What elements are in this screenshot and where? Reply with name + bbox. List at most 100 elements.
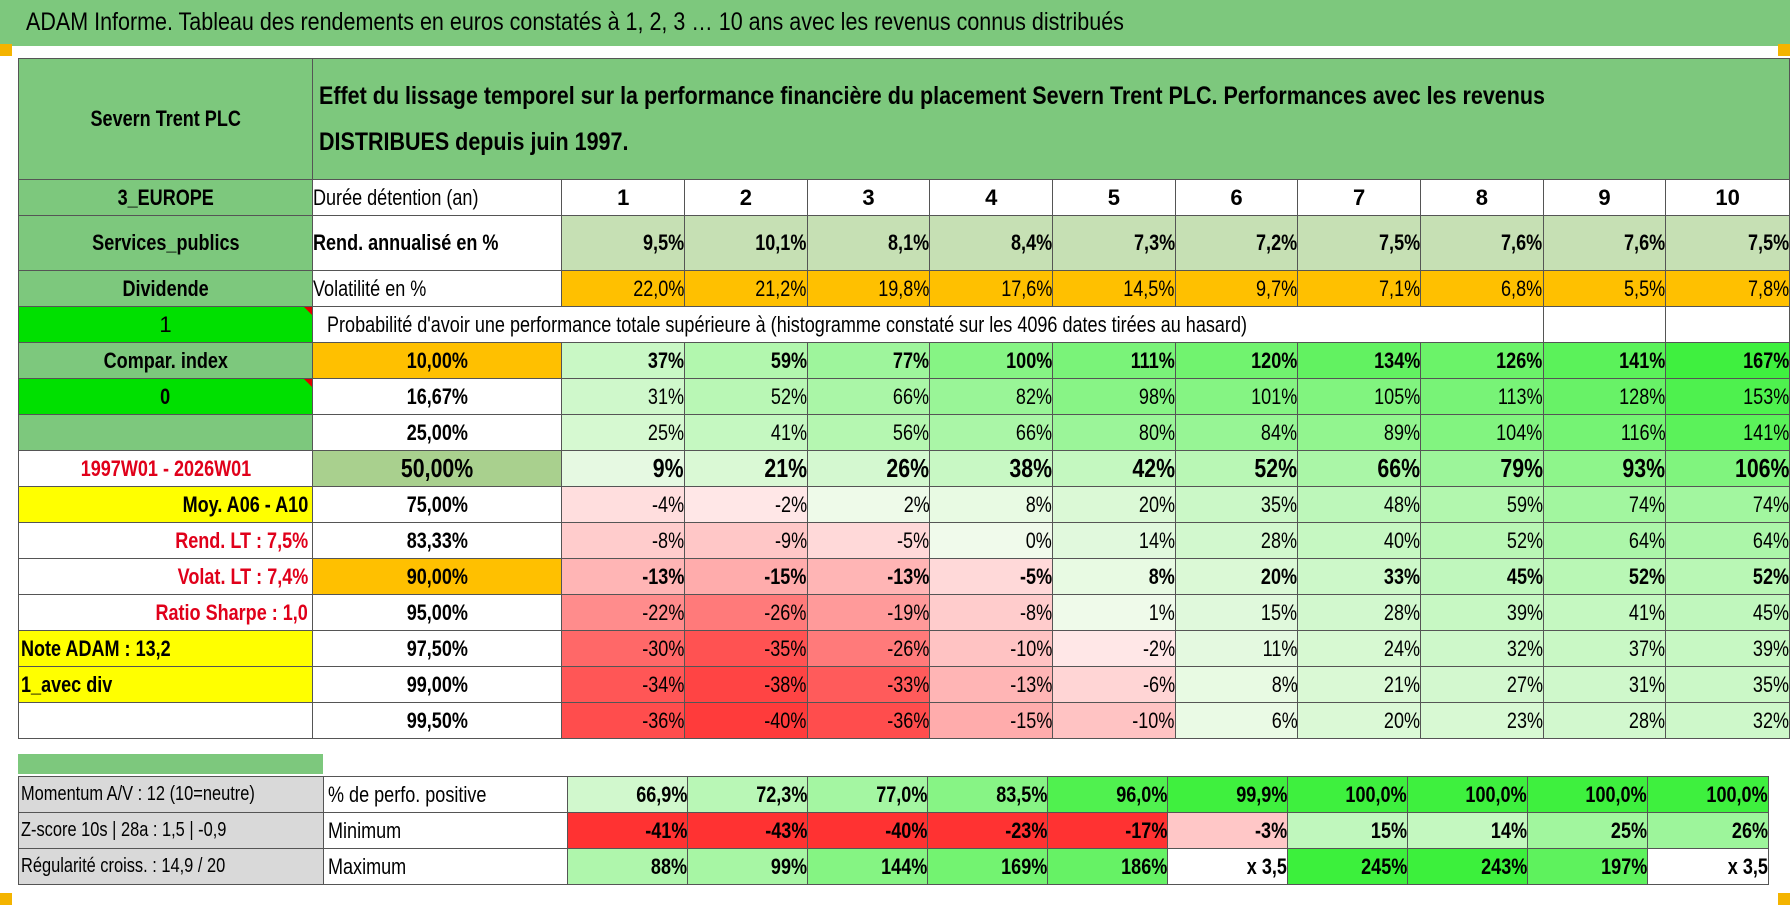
- title-bar: ADAM Informe. Tableau des rendements en …: [0, 0, 1790, 46]
- max-cell: 245%: [1287, 848, 1408, 885]
- probability-cell: 64%: [1665, 522, 1790, 559]
- note-label: Note ADAM : 13,2: [18, 630, 313, 667]
- probability-cell: 59%: [1419, 486, 1544, 523]
- probability-cell: -8%: [929, 594, 1054, 631]
- probability-cell: 8%: [1052, 558, 1176, 595]
- probability-cell: 66%: [1297, 450, 1421, 487]
- vol-cell: 7,8%: [1665, 270, 1790, 307]
- probability-threshold: 10,00%: [311, 342, 563, 379]
- probability-cell: 41%: [1542, 594, 1667, 631]
- probability-cell: 31%: [1542, 666, 1667, 703]
- probability-cell: 41%: [684, 414, 808, 451]
- probability-cell: 35%: [1174, 486, 1299, 523]
- probability-cell: 32%: [1665, 702, 1790, 739]
- probability-cell: 26%: [806, 450, 931, 487]
- probability-cell: 66%: [806, 378, 931, 415]
- probability-cell: -40%: [684, 702, 808, 739]
- probability-threshold: 50,00%: [311, 450, 563, 487]
- probability-threshold: 75,00%: [311, 486, 563, 523]
- probability-cell: -36%: [806, 702, 931, 739]
- probability-cell: 98%: [1052, 378, 1176, 415]
- probability-cell: 0%: [929, 522, 1054, 559]
- probability-cell: 37%: [561, 342, 686, 379]
- probability-cell: 89%: [1297, 414, 1421, 451]
- probability-cell: -26%: [684, 594, 808, 631]
- sharpe-label: Ratio Sharpe : 1,0: [18, 594, 313, 631]
- probability-cell: 35%: [1665, 666, 1790, 703]
- probability-cell: -35%: [684, 630, 808, 667]
- probability-cell: -33%: [806, 666, 931, 703]
- separator-bar: [18, 754, 323, 774]
- min-cell: -43%: [687, 812, 808, 849]
- pos-label: % de perfo. positive: [323, 776, 568, 813]
- probability-cell: -15%: [929, 702, 1054, 739]
- probability-cell: 101%: [1174, 378, 1299, 415]
- momentum-label: Momentum A/V : 12 (10=neutre): [18, 776, 324, 813]
- probability-cell: 2%: [806, 486, 931, 523]
- year-header: 7: [1297, 179, 1421, 216]
- probability-cell: 9%: [561, 450, 686, 487]
- probability-threshold: 99,50%: [311, 702, 563, 739]
- probability-cell: -5%: [929, 558, 1054, 595]
- probability-cell: -34%: [561, 666, 686, 703]
- probability-cell: 74%: [1542, 486, 1667, 523]
- probability-cell: 6%: [1174, 702, 1299, 739]
- probability-cell: 134%: [1297, 342, 1421, 379]
- probability-cell: 52%: [1174, 450, 1299, 487]
- probability-cell: 128%: [1542, 378, 1667, 415]
- regularity-label: Régularité croiss. : 14,9 / 20: [18, 848, 324, 885]
- year-header: 5: [1052, 179, 1176, 216]
- year-header: 2: [684, 179, 808, 216]
- years-label: Durée détention (an): [311, 179, 563, 216]
- probability-cell: 38%: [929, 450, 1054, 487]
- probability-cell: 66%: [929, 414, 1054, 451]
- year-header: 9: [1542, 179, 1667, 216]
- min-cell: -41%: [567, 812, 688, 849]
- max-cell: 88%: [567, 848, 688, 885]
- probability-cell: 32%: [1419, 630, 1544, 667]
- probability-cell: 39%: [1419, 594, 1544, 631]
- probability-cell: 141%: [1665, 414, 1790, 451]
- probability-cell: 56%: [806, 414, 931, 451]
- min-cell: 26%: [1647, 812, 1769, 849]
- vol-cell: 22,0%: [561, 270, 686, 307]
- pos-cell: 99,9%: [1167, 776, 1288, 813]
- probability-cell: 59%: [684, 342, 808, 379]
- type-label: Dividende: [18, 270, 313, 307]
- rend-cell: 7,6%: [1419, 215, 1544, 271]
- vol-cell: 7,1%: [1297, 270, 1421, 307]
- probability-threshold: 95,00%: [311, 594, 563, 631]
- pos-cell: 72,3%: [687, 776, 808, 813]
- probability-heading: Probabilité d'avoir une performance tota…: [312, 306, 1544, 343]
- volat-lt-label: Volat. LT : 7,4%: [18, 558, 313, 595]
- min-label: Minimum: [323, 812, 568, 849]
- rend-cell: 8,4%: [929, 215, 1054, 271]
- probability-cell: -2%: [1052, 630, 1176, 667]
- probability-cell: 105%: [1297, 378, 1421, 415]
- probability-cell: 33%: [1297, 558, 1421, 595]
- probability-cell: -15%: [684, 558, 808, 595]
- corner-marker: [1778, 893, 1790, 905]
- probability-cell: 1%: [1052, 594, 1176, 631]
- probability-cell: -19%: [806, 594, 931, 631]
- probability-cell: 111%: [1052, 342, 1176, 379]
- min-cell: -3%: [1167, 812, 1288, 849]
- probability-cell: 52%: [1665, 558, 1790, 595]
- probability-cell: 93%: [1542, 450, 1667, 487]
- probability-cell: 21%: [1297, 666, 1421, 703]
- probability-cell: -36%: [561, 702, 686, 739]
- max-cell: x 3,5: [1167, 848, 1288, 885]
- rend-cell: 7,5%: [1665, 215, 1790, 271]
- min-cell: -17%: [1047, 812, 1168, 849]
- probability-threshold: 97,50%: [311, 630, 563, 667]
- corner-marker: [0, 44, 12, 56]
- probability-threshold: 25,00%: [311, 414, 563, 451]
- probability-cell: -38%: [684, 666, 808, 703]
- rend-label: Rend. annualisé en %: [311, 215, 563, 271]
- probability-cell: 31%: [561, 378, 686, 415]
- probability-cell: 15%: [1174, 594, 1299, 631]
- min-cell: -40%: [807, 812, 928, 849]
- min-cell: -23%: [927, 812, 1048, 849]
- probability-cell: 27%: [1419, 666, 1544, 703]
- probability-cell: 11%: [1174, 630, 1299, 667]
